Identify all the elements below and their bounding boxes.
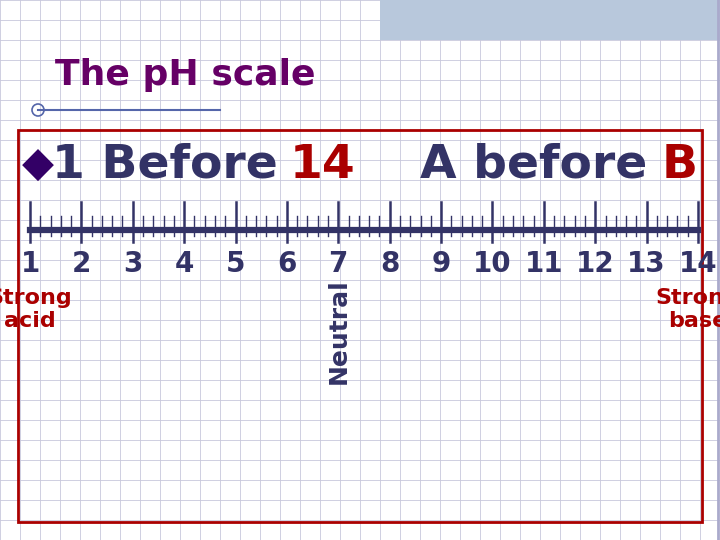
Text: 8: 8 — [380, 250, 400, 278]
Text: 5: 5 — [226, 250, 246, 278]
Text: 3: 3 — [123, 250, 143, 278]
Text: A before: A before — [420, 143, 664, 187]
Text: 2: 2 — [72, 250, 91, 278]
Text: Strong
base: Strong base — [656, 288, 720, 331]
Text: 14: 14 — [679, 250, 717, 278]
Text: Neutral: Neutral — [326, 278, 351, 384]
Text: 4: 4 — [174, 250, 194, 278]
Text: 1 Before: 1 Before — [52, 143, 294, 187]
Text: 7: 7 — [328, 250, 348, 278]
Text: Strong
acid: Strong acid — [0, 288, 73, 331]
FancyBboxPatch shape — [380, 0, 720, 40]
Text: 13: 13 — [627, 250, 666, 278]
Text: 9: 9 — [431, 250, 451, 278]
Text: 12: 12 — [576, 250, 615, 278]
Text: 11: 11 — [525, 250, 563, 278]
Text: 6: 6 — [277, 250, 297, 278]
Text: B: B — [662, 143, 698, 187]
Text: ◆: ◆ — [22, 144, 54, 186]
Text: 10: 10 — [473, 250, 512, 278]
Text: 1: 1 — [20, 250, 40, 278]
Text: The pH scale: The pH scale — [55, 58, 315, 92]
Text: 14: 14 — [290, 143, 356, 187]
